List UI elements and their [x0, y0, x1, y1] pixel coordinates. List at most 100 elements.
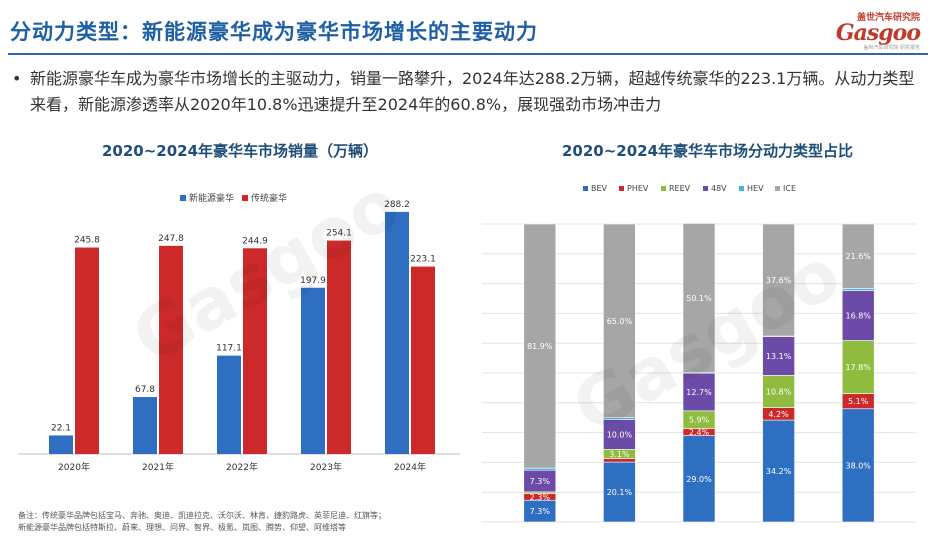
bar-value-label: 254.1 [326, 229, 352, 239]
segment-value-label: 21.6% [845, 252, 871, 261]
stack-segment-48v [603, 419, 636, 450]
share-chart-panel: 2020~2024年豪华车市场分动力类型占比 BEV PHEV REEV 48V HEV… [478, 132, 937, 544]
bar-value-label: 245.8 [74, 236, 100, 246]
segment-value-label: 38.0% [845, 461, 871, 470]
x-tick-label: 2023年 [310, 461, 342, 473]
segment-value-label: 7.3% [530, 477, 551, 486]
stack-segment-48v [841, 290, 875, 341]
segment-value-label: 5.1% [848, 397, 869, 406]
bar-value-label: 247.8 [158, 234, 184, 244]
bar-nev [49, 435, 73, 454]
footnote-line-2: 新能源豪华品牌包括特斯拉、蔚来、理想、问界、智界、极氪、岚图、腾势、仰望、阿维塔… [18, 523, 346, 532]
stack-segment-ice [841, 223, 875, 289]
footnote-line-1: 备注：传统豪华品牌包括宝马、奔驰、奥迪、凯迪拉克、沃尔沃、林肯、捷豹路虎、英菲尼… [18, 511, 386, 520]
x-tick-label: 2024年 [394, 461, 426, 473]
segment-value-label: 16.8% [845, 311, 871, 320]
segment-value-label: 7.3% [530, 507, 551, 516]
bar-value-label: 67.8 [135, 385, 155, 395]
legend-swatch [619, 186, 624, 191]
segment-value-label: 81.9% [527, 342, 553, 351]
legend-label: BEV [591, 184, 608, 193]
segment-value-label: 2.4% [689, 428, 710, 437]
segment-value-label: 10.0% [607, 430, 633, 439]
segment-value-label: 37.6% [766, 276, 792, 285]
bar-value-label: 223.1 [410, 255, 436, 265]
legend-label: REEV [669, 184, 691, 193]
segment-value-label: 3.1% [609, 450, 630, 459]
stack-segment-hev [841, 288, 875, 291]
stack-segment-48v [762, 336, 795, 376]
stack-segment-bev [603, 461, 636, 523]
bar-ice [159, 245, 183, 454]
bullet-dot-icon: • [12, 69, 22, 88]
stack-segment-48v [682, 372, 716, 412]
logo-subcaption: 盖世汽车研究院 研究报告 [863, 45, 920, 51]
bar-nev [301, 287, 325, 454]
legend-swatch [775, 186, 780, 191]
chart-footnote: 备注：传统豪华品牌包括宝马、奔驰、奥迪、凯迪拉克、沃尔沃、林肯、捷豹路虎、英菲尼… [18, 510, 448, 534]
bar-nev [133, 397, 157, 454]
segment-value-label: 4.2% [768, 410, 789, 419]
legend-label: PHEV [627, 184, 649, 193]
bar-value-label: 117.1 [216, 344, 242, 354]
segment-value-label: 20.1% [607, 488, 633, 497]
sales-bar-chart: 新能源豪华 传统豪华 22.1 245.8 2020年 67.8 247.8 2021年 117… [18, 192, 460, 473]
bar-nev [217, 355, 241, 454]
share-stacked-chart: BEV PHEV REEV 48V HEV ICE 7.3% 2.3% 7.3% 81.9% 20.… [482, 184, 916, 523]
x-tick-label: 2021年 [142, 461, 174, 473]
bar-ice [75, 247, 99, 454]
gasgoo-logo: 盖世汽车研究院 Gasgoo 盖世汽车研究院 研究报告 [815, 10, 921, 51]
segment-value-label: 5.9% [689, 416, 710, 425]
segment-value-label: 13.1% [766, 352, 792, 361]
segment-value-label: 17.8% [845, 363, 871, 372]
logo-caption: 盖世汽车研究院 [856, 13, 920, 23]
slide-header: 分动力类型：新能源豪华成为豪华市场增长的主要动力 盖世汽车研究院 Gasgoo … [0, 0, 937, 56]
bar-value-label: 22.1 [51, 423, 71, 433]
share-chart-title: 2020~2024年豪华车市场分动力类型占比 [561, 142, 854, 160]
bar-value-label: 244.9 [242, 236, 268, 246]
x-tick-label: 2020年 [58, 461, 90, 473]
legend-label: ICE [783, 184, 796, 193]
stack-segment-bev [682, 435, 716, 523]
legend-swatch [242, 195, 248, 201]
logo-wordmark: Gasgoo [835, 20, 921, 46]
stack-segment-phev [603, 458, 636, 463]
bar-ice [327, 240, 351, 454]
segment-value-label: 50.1% [686, 294, 712, 303]
stack-segment-bev [841, 408, 875, 523]
stack-segment-reev [841, 340, 875, 394]
stack-segment-ice [603, 223, 636, 418]
bar-value-label: 288.2 [384, 200, 410, 210]
header-divider [8, 53, 928, 55]
legend-swatch [739, 186, 744, 191]
segment-value-label: 29.0% [686, 475, 712, 484]
legend-label: 新能源豪华 [189, 192, 234, 204]
segment-value-label: 65.0% [607, 317, 633, 326]
legend-swatch [661, 186, 666, 191]
legend-label: 48V [711, 184, 727, 193]
stack-segment-reev [762, 375, 795, 408]
segment-value-label: 34.2% [766, 467, 792, 476]
x-tick-label: 2022年 [226, 461, 258, 473]
stack-segment-ice [523, 223, 557, 469]
legend-swatch [180, 195, 186, 201]
page-title: 分动力类型：新能源豪华成为豪华市场增长的主要动力 [10, 20, 538, 44]
stack-segment-ice [682, 223, 716, 374]
bar-nev [385, 211, 409, 454]
segment-value-label: 12.7% [686, 388, 712, 397]
stack-segment-bev [762, 419, 795, 523]
stack-segment-hev [523, 467, 557, 471]
sales-chart-title: 2020~2024年豪华车市场销量（万辆） [101, 142, 379, 160]
summary-bullet: • 新能源豪华车成为豪华市场增长的主驱动力，销量一路攀升，2024年达288.2… [12, 66, 917, 118]
segment-value-label: 10.8% [766, 387, 792, 396]
sales-chart-panel: 2020~2024年豪华车市场销量（万辆） 新能源豪华 传统豪华 22.1 245.8… [12, 132, 468, 544]
legend-swatch [583, 186, 588, 191]
legend-swatch [703, 186, 708, 191]
summary-text: 新能源豪华车成为豪华市场增长的主驱动力，销量一路攀升，2024年达288.2万辆… [30, 69, 915, 114]
legend-label: HEV [747, 184, 764, 193]
stack-segment-ice [762, 223, 795, 337]
bar-ice [411, 266, 435, 454]
bar-ice [243, 248, 267, 454]
bar-value-label: 197.9 [300, 276, 326, 286]
legend-label: 传统豪华 [251, 192, 287, 204]
